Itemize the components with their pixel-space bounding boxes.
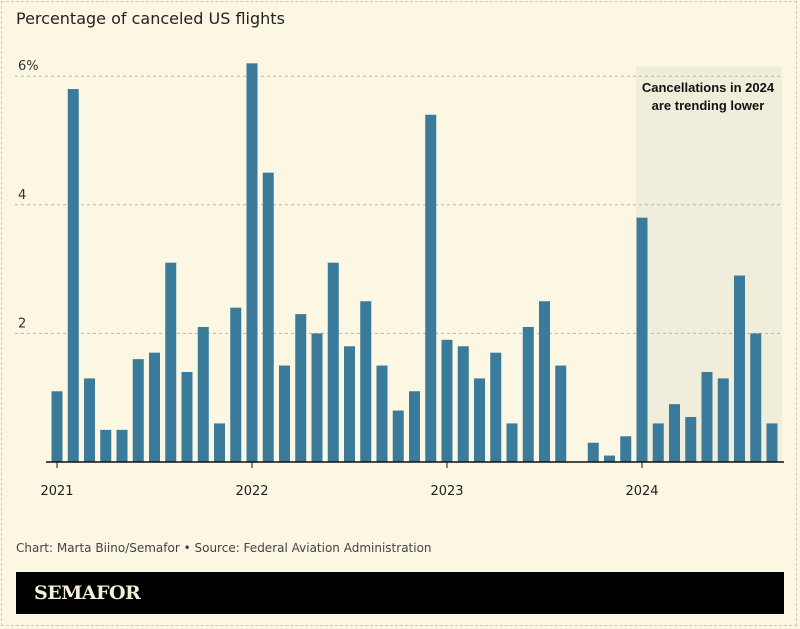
chart-credit: Chart: Marta Biino/Semafor • Source: Fed… (16, 541, 432, 555)
bar (409, 391, 420, 462)
bar (181, 371, 193, 462)
bar (214, 423, 225, 462)
bar (262, 172, 274, 462)
bar (230, 307, 242, 462)
bar (311, 333, 323, 462)
bar (100, 429, 112, 462)
bar (392, 410, 404, 462)
y-tick-label: 2 (18, 316, 26, 331)
x-tick-label: 2023 (430, 484, 463, 499)
bar (506, 423, 518, 462)
bar (360, 301, 372, 462)
bar (441, 339, 453, 462)
bar (685, 416, 697, 462)
semafor-logo-banner: SEMAFOR (16, 572, 784, 614)
bar (295, 314, 307, 462)
annotation-text: are trending lower (652, 98, 765, 113)
bar (587, 442, 599, 462)
bar (539, 301, 550, 462)
y-tick-label: 4 (18, 188, 26, 203)
bar (750, 333, 762, 462)
bar (51, 391, 63, 462)
bar (376, 365, 388, 462)
bar (490, 352, 502, 462)
annotation-text: Cancellations in 2024 (642, 80, 775, 95)
bar (555, 365, 567, 462)
bar (522, 326, 534, 462)
bar (652, 423, 664, 462)
bar (457, 346, 469, 462)
bar (197, 326, 209, 462)
bar (766, 423, 778, 462)
bar (165, 262, 177, 462)
bar (279, 365, 290, 462)
bar (327, 262, 339, 462)
bar (149, 352, 160, 462)
bar (717, 378, 729, 462)
x-tick-label: 2021 (40, 484, 73, 499)
bar (636, 217, 648, 462)
bar (474, 378, 485, 462)
bar (116, 429, 128, 462)
bar (669, 404, 680, 462)
bar (604, 455, 615, 462)
y-tick-label: 6% (18, 59, 39, 74)
bar (344, 346, 355, 462)
bar (67, 89, 79, 462)
x-tick-label: 2024 (625, 484, 658, 499)
bar (84, 378, 95, 462)
bar (425, 114, 437, 462)
bar (620, 436, 632, 462)
bar (734, 275, 745, 462)
bar (701, 371, 713, 462)
x-tick-label: 2022 (235, 484, 268, 499)
bar (132, 359, 144, 462)
bar (246, 63, 258, 463)
semafor-logo: SEMAFOR (34, 582, 141, 604)
chart-title: Percentage of canceled US flights (16, 9, 285, 28)
